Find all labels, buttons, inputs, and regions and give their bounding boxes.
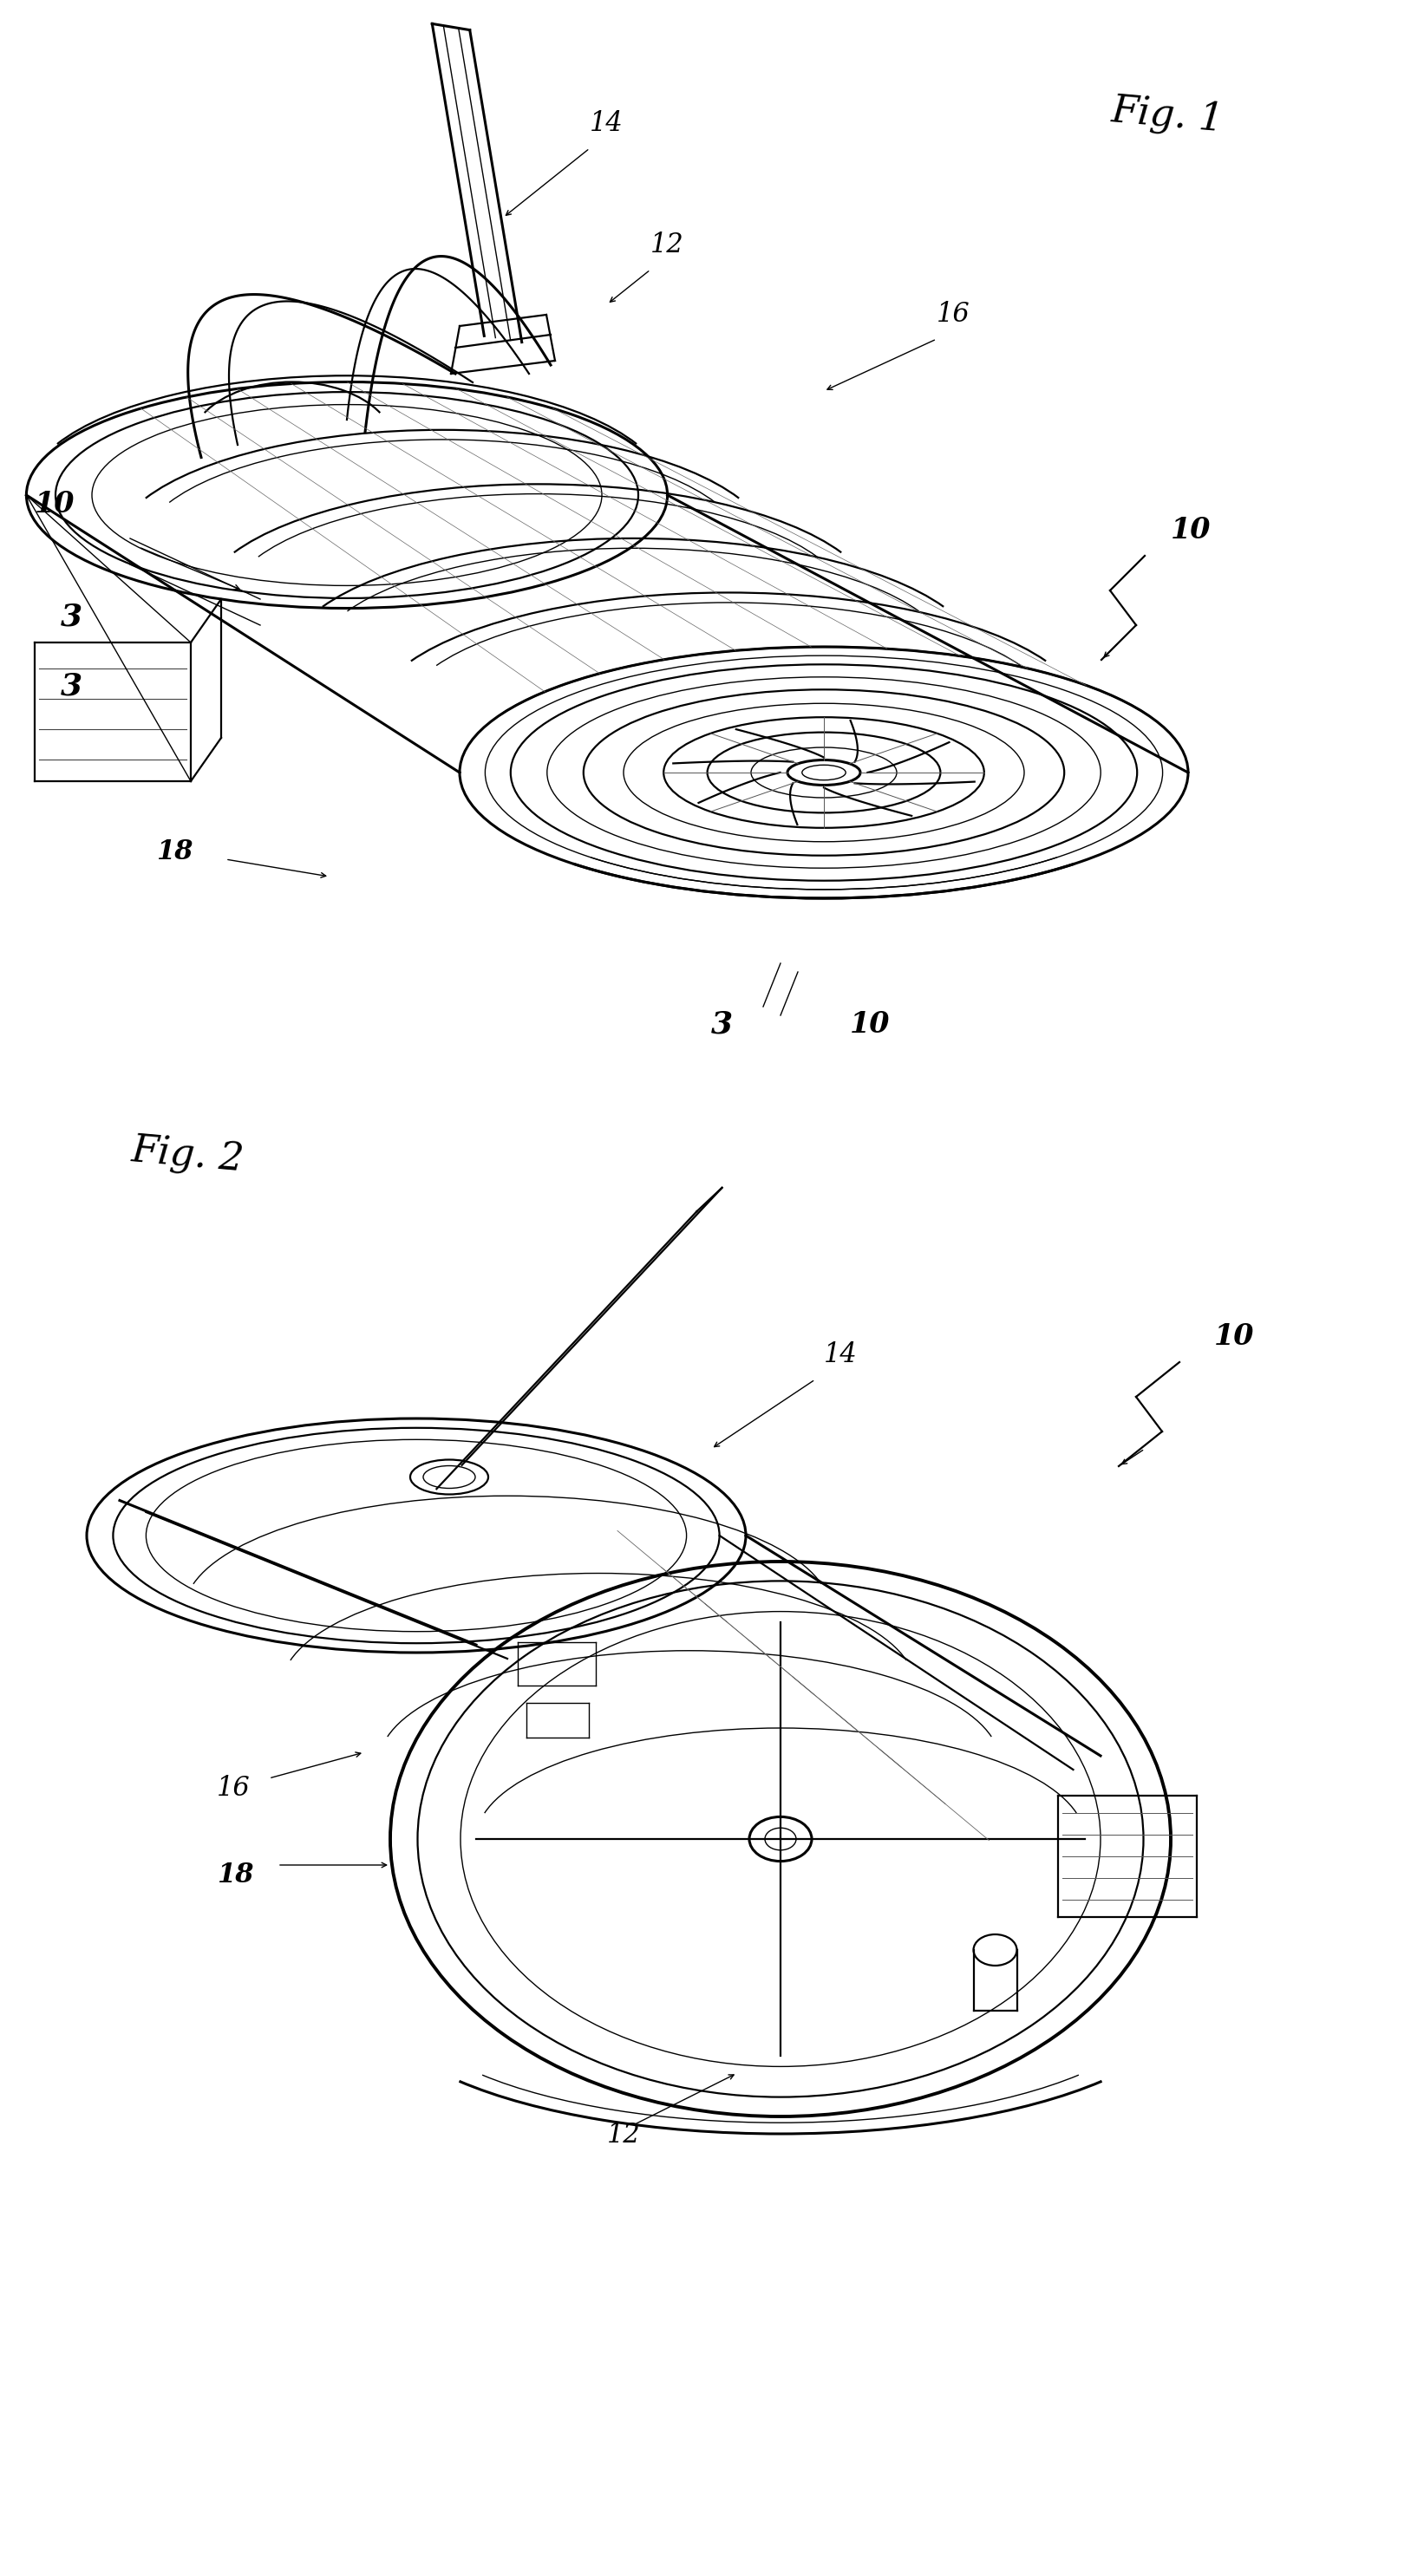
Text: 12: 12 bbox=[607, 2123, 641, 2148]
Text: 3: 3 bbox=[61, 603, 83, 631]
Text: 10: 10 bbox=[1215, 1321, 1255, 1350]
Text: 3: 3 bbox=[711, 1010, 733, 1038]
Text: 12: 12 bbox=[651, 232, 684, 258]
Text: 10: 10 bbox=[1171, 515, 1210, 544]
Text: 18: 18 bbox=[157, 837, 194, 866]
Text: 14: 14 bbox=[590, 111, 624, 137]
Text: Fig. 1: Fig. 1 bbox=[1111, 93, 1226, 139]
Text: 3: 3 bbox=[61, 672, 83, 701]
Text: 16: 16 bbox=[937, 301, 970, 327]
Text: 16: 16 bbox=[216, 1775, 251, 1801]
Text: 10: 10 bbox=[850, 1010, 890, 1038]
Text: Fig. 2: Fig. 2 bbox=[130, 1133, 246, 1180]
Text: 10: 10 bbox=[34, 489, 75, 518]
Text: 14: 14 bbox=[824, 1342, 857, 1368]
Text: 18: 18 bbox=[216, 1862, 253, 1888]
